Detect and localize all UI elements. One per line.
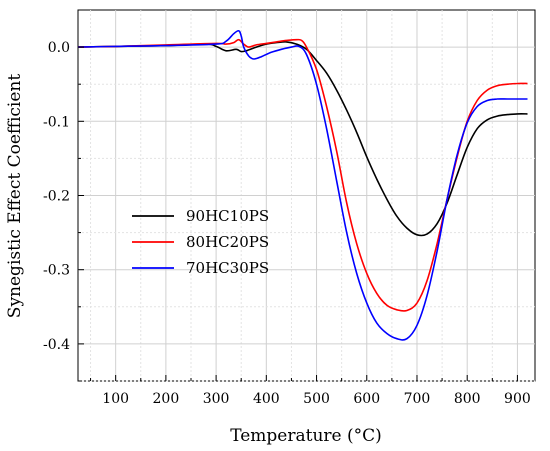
series-line-90HC10PS bbox=[77, 41, 528, 237]
y-axis-title: Synegistic Effect Coefficient bbox=[5, 74, 25, 319]
y-tick-label: -0.4 bbox=[43, 337, 70, 353]
y-tick-label: -0.2 bbox=[43, 189, 70, 205]
x-tick-label: 900 bbox=[504, 391, 531, 407]
legend: 90HC10PS 80HC20PS 70HC30PS bbox=[132, 207, 269, 277]
legend-label: 90HC10PS bbox=[186, 207, 269, 225]
legend-label: 70HC30PS bbox=[186, 259, 269, 277]
x-tick-label: 300 bbox=[203, 391, 230, 407]
x-tick-label: 500 bbox=[303, 391, 330, 407]
y-tick-label: -0.1 bbox=[43, 114, 70, 130]
legend-label: 80HC20PS bbox=[186, 233, 269, 251]
y-tick-label: -0.3 bbox=[43, 263, 70, 279]
x-tick-label: 200 bbox=[153, 391, 180, 407]
x-tick-label: 800 bbox=[454, 391, 481, 407]
series-line-70HC30PS bbox=[77, 29, 528, 341]
x-tick-label: 600 bbox=[353, 391, 380, 407]
x-tick-label: 400 bbox=[253, 391, 280, 407]
axes: 100 200 300 400 500 600 700 800 900 0.0 -0.1 -0.2 -0… bbox=[43, 40, 531, 407]
y-tick-label: 0.0 bbox=[48, 40, 70, 56]
x-tick-label: 100 bbox=[102, 391, 129, 407]
x-tick-label: 700 bbox=[404, 391, 431, 407]
series-lines bbox=[77, 29, 528, 341]
x-axis-title: Temperature (°C) bbox=[230, 426, 382, 446]
